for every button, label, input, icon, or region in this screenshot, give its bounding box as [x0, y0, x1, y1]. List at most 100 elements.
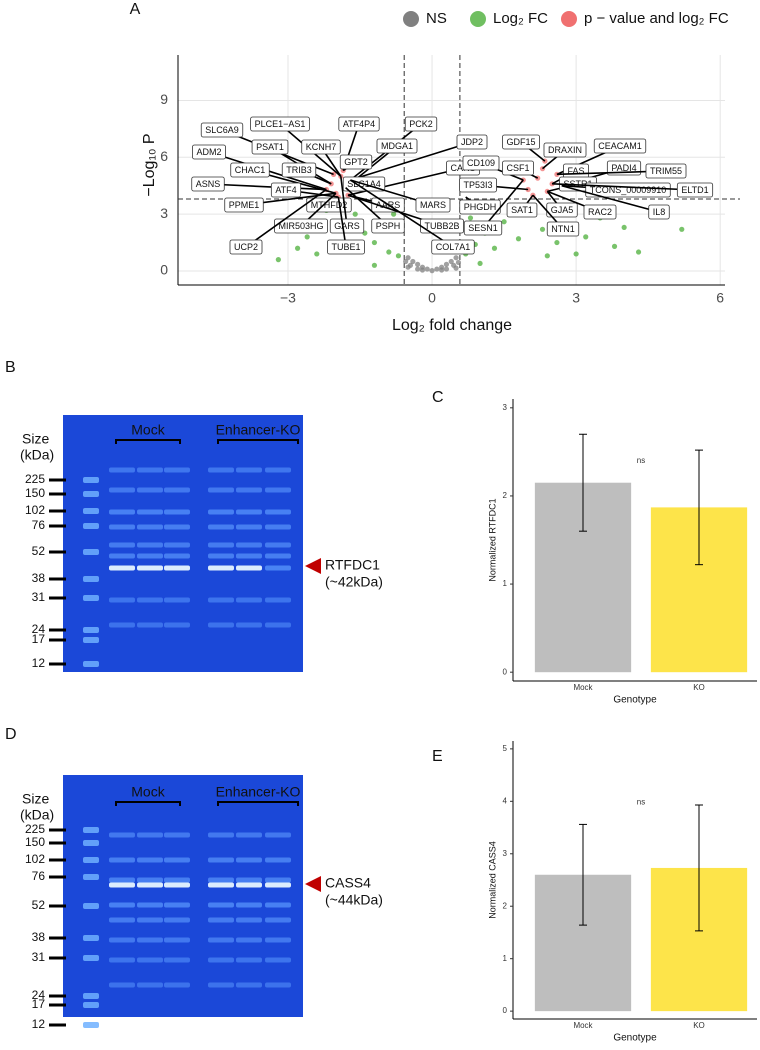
annotation-label: TCONS_00009910 [590, 185, 667, 195]
gel-band [137, 487, 163, 493]
gel-band [265, 487, 291, 493]
annotation-box [593, 138, 647, 154]
gel-band [236, 524, 262, 530]
gel-band [208, 542, 234, 548]
ladder-band [83, 508, 99, 514]
annotation-box [676, 182, 714, 198]
marker-label: 76 [32, 518, 46, 532]
gel-band [137, 982, 163, 988]
point [515, 236, 522, 242]
point [304, 234, 310, 240]
gel-band [236, 597, 262, 603]
gel-band [265, 937, 291, 943]
x-tick-label: KO [693, 683, 705, 692]
point [573, 251, 579, 257]
gel-band [236, 882, 262, 888]
annotation-label: IL8 [653, 207, 666, 217]
point [621, 224, 627, 231]
ladder-band [83, 661, 99, 667]
point [403, 258, 409, 265]
gel-band [208, 902, 234, 908]
point [635, 249, 642, 255]
annotation-box [301, 139, 341, 155]
gel-band [265, 553, 291, 559]
y-tick-label: 0 [503, 1006, 508, 1015]
annotation-label: CHAC1 [235, 165, 266, 175]
gel-band [137, 957, 163, 963]
annotation-label: PLCE1−AS1 [255, 119, 306, 129]
bar-chart: 0 1 2 3 Mock KO ns Genotype Normalized RTFDC1 [487, 399, 757, 706]
gel-band [265, 857, 291, 863]
gel-band [265, 982, 291, 988]
annotation-box [327, 239, 365, 255]
marker-label: 24 [32, 622, 46, 636]
annotation-label: GARS [334, 221, 360, 231]
point [386, 249, 392, 255]
point [544, 253, 550, 259]
annotation-box [339, 154, 373, 170]
point [371, 262, 378, 268]
annotation-box [415, 197, 451, 213]
gel-band [109, 882, 135, 888]
point [405, 264, 411, 270]
annotation-box [456, 134, 488, 150]
unit-label: (kDa) [20, 447, 54, 463]
legend-swatch [403, 11, 419, 27]
ladder-band [83, 1002, 99, 1008]
point [405, 255, 411, 261]
point [443, 266, 450, 272]
annotation-label: NTN1 [551, 224, 575, 234]
gel-band [137, 832, 163, 838]
annotation-box [459, 177, 497, 193]
x-tick-label: 6 [716, 290, 724, 306]
annotation-connector [340, 176, 348, 227]
ladder-band [83, 955, 99, 961]
point [501, 219, 507, 225]
annotation-label: CEACAM1 [598, 141, 642, 151]
annotation-connector [337, 196, 347, 248]
gel-band [236, 467, 262, 473]
annotation-label: JDP2 [461, 137, 483, 147]
y-axis-label: Normalized CASS4 [487, 841, 497, 919]
marker-label: 12 [32, 656, 46, 670]
point [679, 226, 685, 232]
gel-band [208, 565, 234, 571]
gel-band [164, 565, 190, 571]
point [525, 186, 531, 193]
y-tick-label: 6 [160, 148, 168, 164]
marker-label: 24 [32, 988, 46, 1002]
bar-chart: 0 1 2 3 4 5 Mock KO ns Genotype Normalized CASS4 [487, 741, 757, 1044]
gel-band [236, 509, 262, 515]
gel-band [208, 622, 234, 628]
gel-band [137, 524, 163, 530]
gel-band [265, 622, 291, 628]
gel-band [137, 902, 163, 908]
annotation-box [502, 160, 534, 176]
annotation-label: SLC6A9 [205, 125, 239, 135]
gel-band [164, 937, 190, 943]
gel-band [208, 857, 234, 863]
gel-band [236, 937, 262, 943]
gel-band [137, 882, 163, 888]
point [467, 215, 474, 221]
annotation-label: UCP2 [234, 242, 258, 252]
gel-band [265, 565, 291, 571]
ladder-band [83, 491, 99, 497]
point [424, 266, 430, 272]
legend-swatch [470, 11, 486, 27]
point [434, 266, 440, 272]
gel-band [265, 467, 291, 473]
y-tick-label: 9 [160, 91, 168, 107]
gel-band [137, 937, 163, 943]
annotation-label: PADI4 [611, 163, 636, 173]
gel-band [164, 487, 190, 493]
gel-band [164, 542, 190, 548]
point [352, 211, 358, 217]
panel-label: C [432, 389, 444, 406]
gel-band [236, 542, 262, 548]
size-label: Size [22, 791, 49, 807]
gel-band [164, 877, 190, 883]
point [554, 239, 560, 246]
